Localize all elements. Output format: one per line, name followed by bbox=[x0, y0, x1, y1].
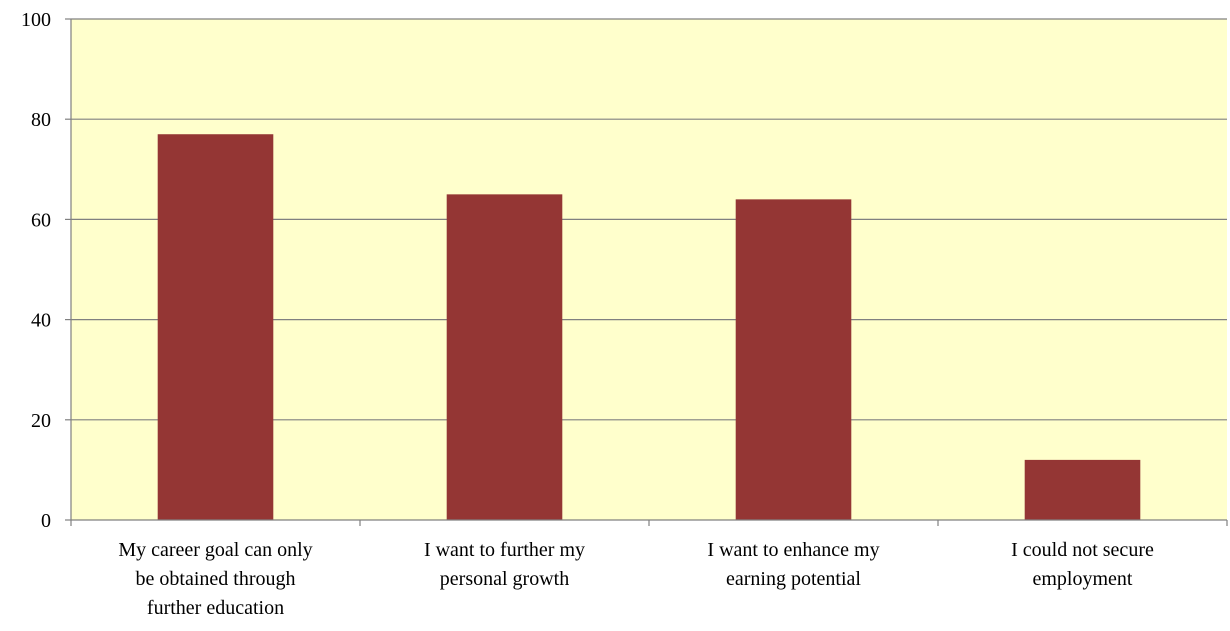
bar bbox=[157, 134, 274, 521]
y-tick-label: 100 bbox=[21, 9, 51, 31]
x-axis-category-labels: My career goal can only be obtained throu… bbox=[118, 539, 1154, 619]
y-tick-label: 0 bbox=[41, 510, 51, 532]
x-category-label-line: further education bbox=[147, 597, 284, 619]
x-category-label: I want to enhance my earning potential bbox=[707, 539, 879, 590]
y-axis-tick-labels: 0 20 40 60 80 100 bbox=[21, 9, 51, 532]
x-category-label-line: My career goal can only bbox=[118, 539, 312, 561]
x-category-label-line: I want to enhance my bbox=[707, 539, 879, 561]
x-category-label-line: be obtained through bbox=[136, 568, 296, 590]
x-category-label: My career goal can only be obtained throu… bbox=[118, 539, 312, 619]
x-category-label-line: I could not secure bbox=[1011, 539, 1154, 561]
axes bbox=[65, 18, 1228, 526]
bar bbox=[446, 194, 563, 520]
y-tick-label: 40 bbox=[31, 310, 51, 332]
x-category-label-line: employment bbox=[1033, 568, 1133, 590]
x-category-label-line: earning potential bbox=[726, 568, 861, 590]
y-tick-label: 20 bbox=[31, 410, 51, 432]
bar bbox=[1024, 459, 1141, 520]
bar bbox=[735, 199, 852, 521]
y-tick-label: 60 bbox=[31, 209, 51, 231]
x-category-label: I want to further my personal growth bbox=[424, 539, 585, 590]
x-category-label: I could not secure employment bbox=[1011, 539, 1154, 590]
x-category-label-line: personal growth bbox=[440, 568, 569, 590]
bars bbox=[157, 134, 1141, 521]
y-tick-label: 80 bbox=[31, 109, 51, 131]
x-category-label-line: I want to further my bbox=[424, 539, 585, 561]
